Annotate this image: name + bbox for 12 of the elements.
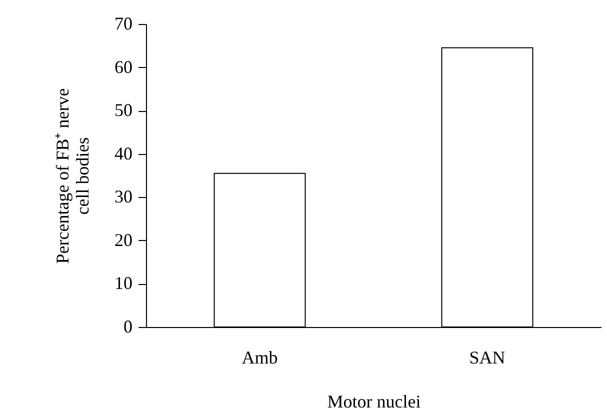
y-axis-title: Percentage of FB⁺ nerve cell bodies xyxy=(52,88,92,264)
y-tick-label: 0 xyxy=(124,316,132,336)
y-tick-label: 50 xyxy=(114,100,132,120)
y-tick-label: 20 xyxy=(114,230,132,250)
x-tick-label: Amb xyxy=(242,348,278,368)
y-tick-label: 70 xyxy=(114,14,132,34)
y-tick-label: 60 xyxy=(114,56,132,77)
x-tick-label: SAN xyxy=(469,348,506,368)
y-tick-label: 30 xyxy=(114,186,132,207)
x-axis-title: Motor nuclei xyxy=(327,392,421,409)
y-tick-label: 40 xyxy=(114,143,132,164)
y-tick-label: 10 xyxy=(114,273,132,294)
